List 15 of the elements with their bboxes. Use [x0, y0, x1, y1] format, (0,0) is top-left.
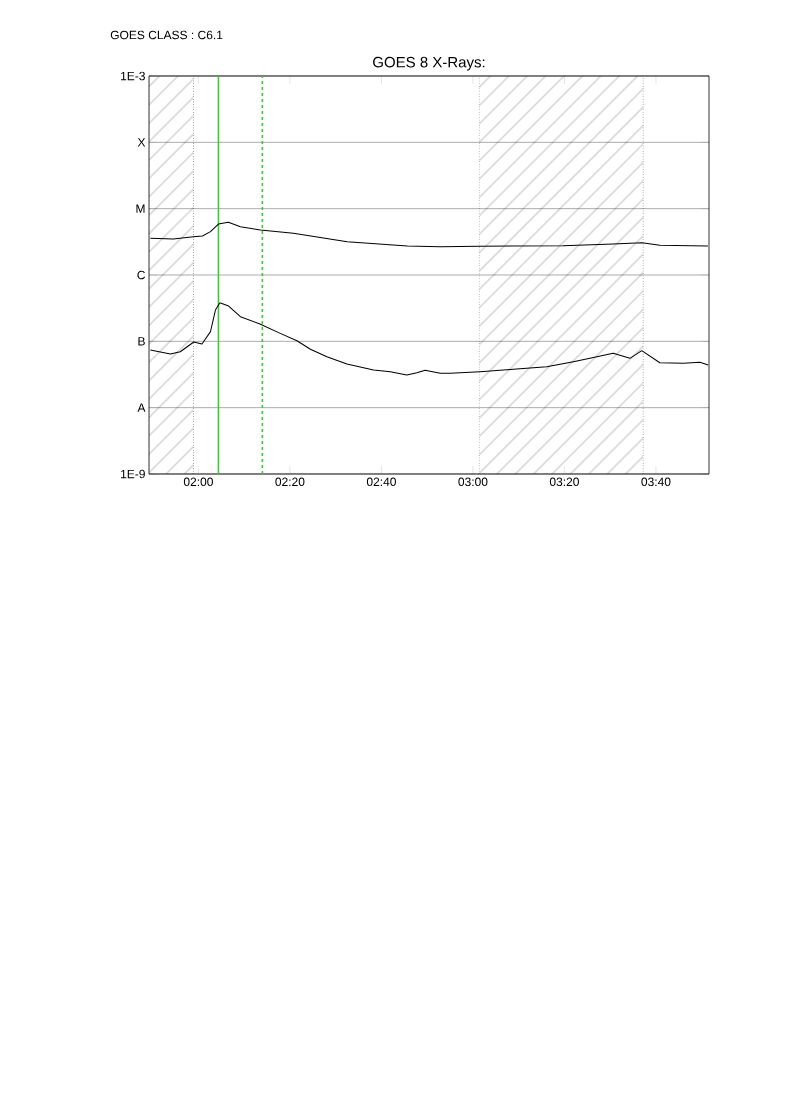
y-tick-label: 1E-3: [121, 71, 145, 81]
x-tick-label: 02:20: [275, 477, 305, 487]
y-tick-label: C: [137, 270, 145, 280]
x-tick-label: 03:40: [641, 477, 671, 487]
y-tick-label: A: [137, 403, 146, 412]
y-tick-label: 1E-9: [121, 469, 145, 479]
chart-title: GOES 8 X-Rays:: [373, 56, 485, 71]
x-tick-label: 03:00: [458, 477, 488, 487]
x-tick-label: 03:20: [549, 477, 579, 487]
y-tick-label: B: [138, 337, 145, 346]
x-tick-label: 02:00: [183, 477, 213, 487]
y-tick-label: X: [137, 138, 146, 147]
text: GOES CLASS : C6.1: [110, 30, 223, 40]
x-tick-label: 02:40: [366, 477, 396, 487]
y-tick-label: M: [136, 204, 145, 213]
